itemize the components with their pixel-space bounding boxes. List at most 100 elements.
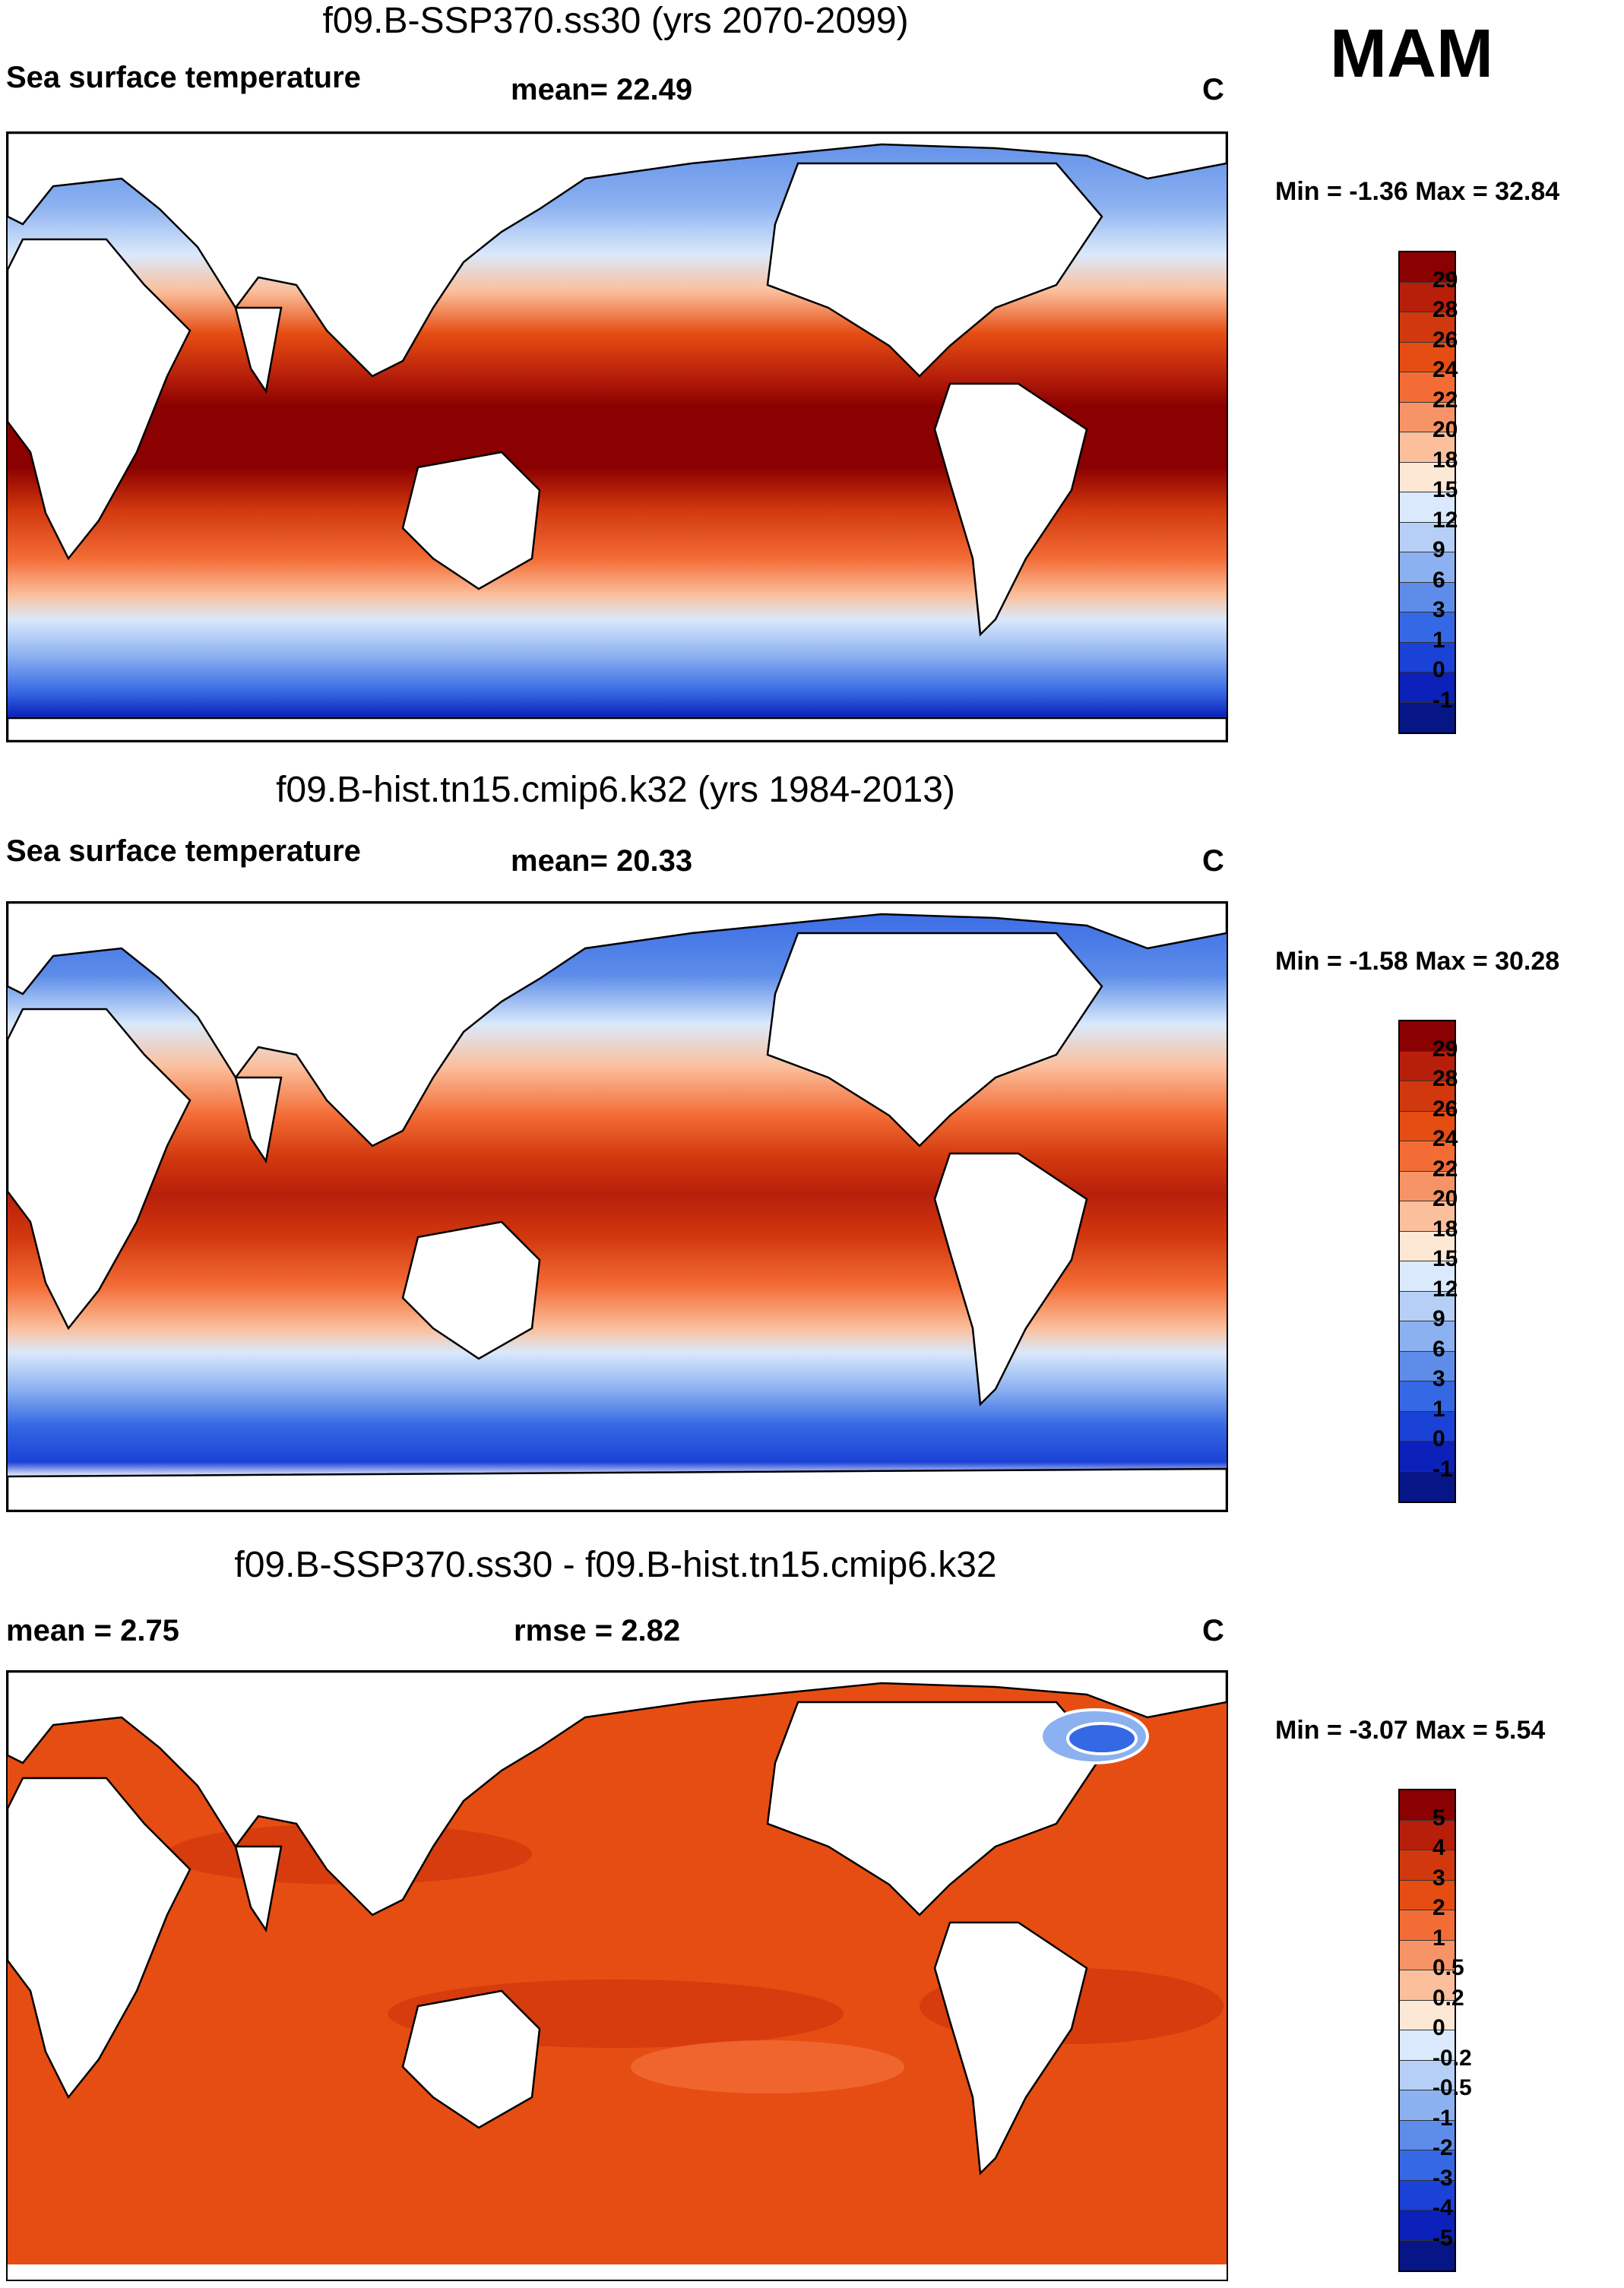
colorbar-tick-label: -4: [1432, 2195, 1453, 2220]
colorbar-tick-label: -1: [1432, 687, 1453, 713]
colorbar-box: [1400, 252, 1455, 283]
colorbar-tick-label: 24: [1432, 357, 1458, 382]
panel2-map: [6, 901, 1228, 1512]
colorbar-box: [1400, 402, 1455, 432]
panel1-colorbar: [1398, 251, 1456, 734]
colorbar-box: [1400, 582, 1455, 612]
colorbar-box: [1400, 1850, 1455, 1881]
colorbar-box: [1400, 1820, 1455, 1850]
panel1-map: [6, 131, 1228, 742]
colorbar-tick-label: 3: [1432, 1366, 1445, 1391]
colorbar-tick-label: 20: [1432, 1186, 1458, 1211]
colorbar-box: [1400, 1201, 1455, 1232]
colorbar-box: [1400, 642, 1455, 672]
colorbar-tick-label: 3: [1432, 597, 1445, 622]
panel1-title: f09.B-SSP370.ss30 (yrs 2070-2099): [322, 1, 909, 41]
colorbar-box: [1400, 522, 1455, 552]
colorbar-tick-label: -1: [1432, 2105, 1453, 2131]
colorbar-tick-label: 0: [1432, 657, 1445, 682]
colorbar-box: [1400, 1171, 1455, 1201]
colorbar-box: [1400, 2150, 1455, 2181]
colorbar-tick-label: 29: [1432, 267, 1458, 293]
panel3-continents: [8, 1672, 1227, 2176]
colorbar-box: [1400, 2030, 1455, 2061]
panel3-cool-band: [631, 2040, 904, 2093]
colorbar-tick-label: -0.2: [1432, 2045, 1472, 2071]
colorbar-box: [1400, 1411, 1455, 1441]
north-america: [766, 932, 1103, 1147]
europe-asia: [8, 903, 1227, 1147]
colorbar-box: [1400, 672, 1455, 703]
india-peninsula: [234, 1845, 283, 1933]
colorbar-tick-label: 9: [1432, 537, 1445, 562]
panel1-mean: mean= 22.49: [511, 73, 693, 106]
colorbar-box: [1400, 1441, 1455, 1472]
panel1-variable: Sea surface temperature: [6, 61, 361, 94]
panel3-mean: mean = 2.75: [6, 1614, 179, 1647]
colorbar-box: [1400, 1261, 1455, 1292]
colorbar-box: [1400, 1051, 1455, 1081]
colorbar-tick-label: 18: [1432, 447, 1458, 473]
panel3-rmse: rmse = 2.82: [514, 1614, 681, 1647]
colorbar-box: [1400, 1141, 1455, 1172]
colorbar-box: [1400, 282, 1455, 312]
india-peninsula: [234, 1076, 283, 1164]
colorbar-box: [1400, 552, 1455, 583]
colorbar-box: [1400, 612, 1455, 643]
colorbar-box: [1400, 372, 1455, 403]
colorbar-box: [1400, 1321, 1455, 1352]
colorbar-tick-label: 24: [1432, 1126, 1458, 1151]
india-peninsula: [234, 306, 283, 394]
colorbar-box: [1400, 1381, 1455, 1412]
colorbar-box: [1400, 2000, 1455, 2030]
panel3-title: f09.B-SSP370.ss30 - f09.B-hist.tn15.cmip…: [234, 1545, 997, 1585]
south-america: [933, 382, 1088, 637]
colorbar-tick-label: -3: [1432, 2165, 1453, 2191]
colorbar-box: [1400, 492, 1455, 523]
panel3-minmax: Min = -3.07 Max = 5.54: [1275, 1716, 1546, 1745]
panel2-colorbar: [1398, 1020, 1456, 1503]
colorbar-tick-label: 1: [1432, 627, 1445, 653]
europe-asia: [8, 1672, 1227, 1916]
colorbar-tick-label: 12: [1432, 507, 1458, 533]
africa: [8, 238, 192, 561]
colorbar-tick-label: 0: [1432, 1426, 1445, 1451]
colorbar-box: [1400, 2090, 1455, 2121]
antarctica: [8, 1467, 1227, 1511]
europe-asia: [8, 133, 1227, 378]
colorbar-box: [1400, 1910, 1455, 1941]
colorbar-box: [1400, 1970, 1455, 2001]
panel2-minmax: Min = -1.58 Max = 30.28: [1275, 947, 1560, 976]
panel2-mean: mean= 20.33: [511, 844, 693, 878]
colorbar-tick-label: 28: [1432, 1066, 1458, 1091]
colorbar-tick-label: 22: [1432, 1156, 1458, 1182]
colorbar-tick-label: 9: [1432, 1306, 1445, 1331]
colorbar-box: [1400, 462, 1455, 492]
colorbar-tick-label: 26: [1432, 1096, 1458, 1122]
colorbar-box: [1400, 1021, 1455, 1052]
colorbar-tick-label: 15: [1432, 1246, 1458, 1271]
colorbar-box: [1400, 312, 1455, 343]
colorbar-box: [1400, 432, 1455, 463]
colorbar-tick-label: 18: [1432, 1216, 1458, 1242]
colorbar-box: [1400, 2240, 1455, 2271]
south-america: [933, 1152, 1088, 1407]
colorbar-box: [1400, 1940, 1455, 1970]
colorbar-tick-label: 2: [1432, 1895, 1445, 1920]
panel3-cold-anomaly: [1040, 1708, 1149, 1764]
colorbar-tick-label: -1: [1432, 1456, 1453, 1482]
colorbar-tick-label: 26: [1432, 327, 1458, 353]
colorbar-box: [1400, 1351, 1455, 1381]
panel3-south-ice: [8, 2264, 1227, 2280]
colorbar-tick-label: 0.5: [1432, 1955, 1464, 1980]
africa: [8, 1008, 192, 1331]
colorbar-box: [1400, 1471, 1455, 1502]
colorbar-tick-label: 28: [1432, 297, 1458, 322]
panel3-colorbar: [1398, 1789, 1456, 2272]
antarctica: [8, 717, 1227, 741]
colorbar-tick-label: 5: [1432, 1805, 1445, 1831]
season-label: MAM: [1330, 16, 1493, 92]
colorbar-box: [1400, 2180, 1455, 2210]
colorbar-box: [1400, 2060, 1455, 2090]
south-america: [933, 1921, 1088, 2176]
